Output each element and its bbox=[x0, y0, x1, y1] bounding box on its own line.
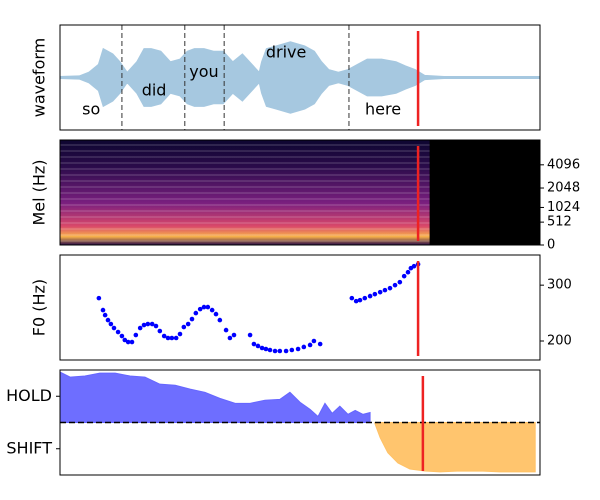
f0-point bbox=[169, 335, 175, 341]
f0-point bbox=[392, 282, 398, 288]
f0-point bbox=[397, 279, 403, 285]
f0-point bbox=[153, 323, 159, 329]
panel-frame bbox=[59, 24, 541, 131]
panel-frame bbox=[59, 254, 541, 361]
f0-point bbox=[157, 328, 163, 334]
f0-point bbox=[289, 347, 295, 353]
f0-point bbox=[189, 316, 195, 322]
f0-point bbox=[201, 304, 207, 310]
f0-point bbox=[367, 293, 373, 299]
f0-point bbox=[108, 321, 114, 327]
f0-point bbox=[301, 344, 307, 350]
word-label: so bbox=[82, 100, 100, 119]
f0-point bbox=[251, 341, 257, 347]
f0-point bbox=[213, 311, 219, 317]
f0-point bbox=[277, 348, 283, 354]
word-label: you bbox=[189, 62, 218, 81]
y-axis-label: waveform bbox=[30, 38, 49, 118]
f0-point bbox=[405, 269, 411, 275]
f0-point bbox=[272, 348, 278, 354]
f0-point bbox=[349, 295, 355, 301]
word-label: drive bbox=[266, 42, 307, 61]
f0-point bbox=[125, 339, 131, 345]
probability-area bbox=[374, 422, 536, 473]
f0-point bbox=[259, 345, 265, 351]
f0-point bbox=[411, 263, 417, 269]
y-tick-label: 2048 bbox=[547, 181, 580, 196]
f0-point bbox=[133, 332, 139, 338]
f0-point bbox=[357, 297, 363, 303]
y-tick-label: 200 bbox=[547, 334, 572, 349]
f0-point bbox=[119, 333, 125, 339]
f0-point bbox=[263, 346, 269, 352]
f0-point bbox=[205, 304, 211, 310]
f0-point bbox=[227, 335, 233, 341]
f0-point bbox=[387, 285, 393, 291]
f0-point bbox=[173, 335, 179, 341]
f0-point bbox=[141, 322, 147, 328]
spectrogram-silence bbox=[429, 140, 540, 245]
f0-point bbox=[181, 324, 187, 330]
f0-point bbox=[96, 295, 102, 301]
f0-point bbox=[111, 325, 117, 331]
y-tick-label: 4096 bbox=[547, 157, 580, 172]
f0-point bbox=[100, 307, 106, 313]
f0-point bbox=[223, 327, 229, 333]
f0-point bbox=[401, 273, 407, 279]
f0-point bbox=[102, 312, 108, 318]
f0-point bbox=[255, 343, 261, 349]
f0-point bbox=[317, 341, 323, 347]
f0-point bbox=[307, 342, 313, 348]
f0-point bbox=[362, 295, 368, 301]
panel-frame bbox=[59, 369, 541, 476]
y-tick-label: 300 bbox=[547, 278, 572, 293]
f0-point bbox=[311, 338, 317, 344]
f0-point bbox=[372, 291, 378, 297]
f0-point bbox=[149, 321, 155, 327]
word-label: here bbox=[365, 100, 401, 119]
y-axis-label: F0 (Hz) bbox=[30, 279, 49, 336]
f0-point bbox=[115, 329, 121, 335]
f0-point bbox=[377, 289, 383, 295]
f0-point bbox=[197, 306, 203, 312]
f0-point bbox=[185, 321, 191, 327]
f0-point bbox=[177, 331, 183, 337]
f0-point bbox=[165, 335, 171, 341]
panel-frame bbox=[59, 139, 541, 246]
f0-point bbox=[267, 347, 273, 353]
f0-point bbox=[209, 307, 215, 313]
word-label: did bbox=[142, 81, 167, 100]
f0-point bbox=[353, 298, 359, 304]
f0-point bbox=[145, 321, 151, 327]
f0-point bbox=[283, 348, 289, 354]
y-tick-label: HOLD bbox=[6, 386, 52, 405]
f0-point bbox=[231, 332, 237, 338]
f0-point bbox=[382, 287, 388, 293]
f0-point bbox=[105, 317, 111, 323]
y-tick-label: 512 bbox=[547, 215, 572, 230]
f0-point bbox=[295, 346, 301, 352]
f0-point bbox=[129, 339, 135, 345]
f0-point bbox=[193, 310, 199, 316]
y-axis-label: Mel (Hz) bbox=[30, 159, 49, 225]
y-tick-label: SHIFT bbox=[6, 438, 52, 457]
f0-point bbox=[161, 333, 167, 339]
f0-point bbox=[217, 317, 223, 323]
waveform-envelope bbox=[59, 77, 541, 114]
f0-point bbox=[137, 325, 143, 331]
f0-point bbox=[122, 337, 128, 343]
f0-point bbox=[247, 332, 253, 338]
y-tick-label: 1024 bbox=[547, 200, 580, 215]
y-tick-label: 0 bbox=[547, 238, 555, 253]
probability-area bbox=[59, 371, 371, 423]
